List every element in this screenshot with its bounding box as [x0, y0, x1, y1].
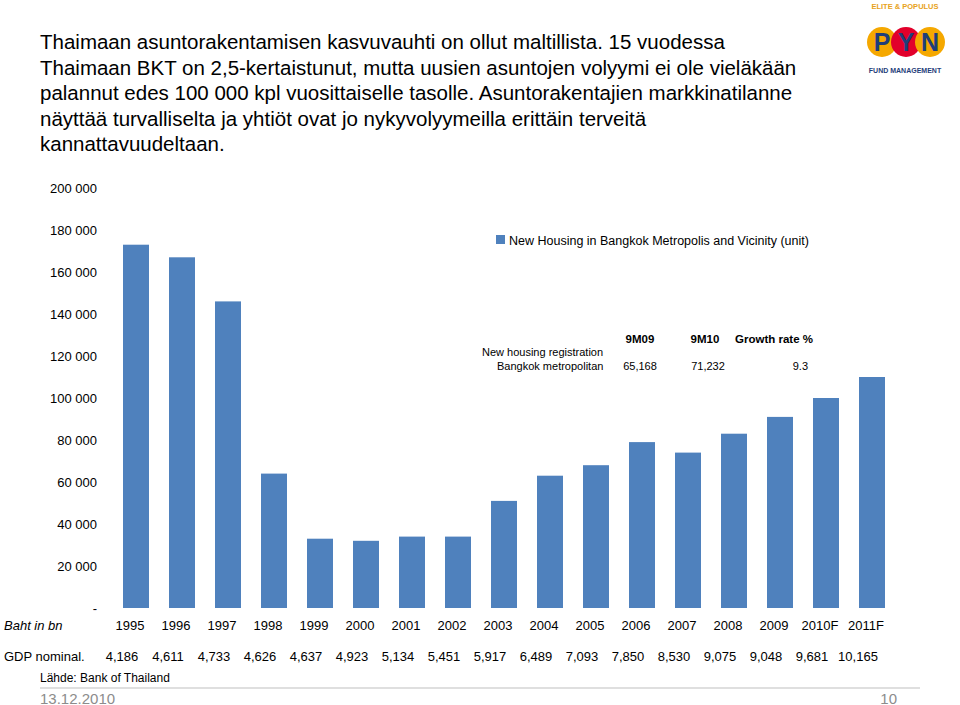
x-tick-label: 2000	[346, 618, 375, 633]
logo-top: ELITE & POPULUS	[871, 2, 938, 11]
footer-rule	[40, 688, 920, 689]
x-tick-label: 2006	[622, 618, 651, 633]
logo-letter: Y	[898, 28, 915, 56]
legend-swatch	[496, 235, 505, 244]
y-tick-label: 80 000	[57, 433, 97, 448]
x-tick-label: 2003	[484, 618, 513, 633]
gdp-value: 4,611	[152, 649, 184, 664]
gdp-value: 9,048	[750, 649, 783, 664]
inset-value: 9.3	[793, 360, 808, 372]
bar	[399, 537, 425, 608]
gdp-value: 4,186	[106, 649, 139, 664]
gdp-value: 10,165	[838, 649, 878, 664]
x-tick-label: 1998	[254, 618, 283, 633]
logo-bottom: FUND MANAGEMENT	[869, 67, 942, 74]
bar	[721, 434, 747, 608]
bar	[859, 377, 885, 608]
gdp-label: GDP nominal.	[4, 649, 85, 664]
inset-header: 9M10	[691, 333, 720, 345]
gdp-unit: Baht in bn	[4, 618, 63, 633]
logo-letter: P	[874, 28, 891, 56]
x-tick-label: 2011F	[848, 618, 884, 633]
bar	[261, 474, 287, 608]
header-line: palannut edes 100 000 kpl vuosittaiselle…	[40, 81, 792, 104]
bar	[813, 398, 839, 608]
y-tick-label: 120 000	[50, 349, 97, 364]
x-tick-label: 2007	[668, 618, 697, 633]
source: Lähde: Bank of Thailand	[40, 671, 170, 685]
bar	[583, 465, 609, 608]
inset-header: 9M09	[626, 333, 655, 345]
gdp-value: 8,530	[658, 649, 691, 664]
gdp-value: 4,637	[290, 649, 323, 664]
footer-date: 13.12.2010	[40, 690, 115, 705]
bar	[307, 539, 333, 608]
y-tick-label: -	[93, 601, 97, 616]
x-tick-label: 2009	[760, 618, 789, 633]
bar	[123, 245, 149, 608]
y-tick-label: 60 000	[57, 475, 97, 490]
gdp-value: 7,850	[612, 649, 645, 664]
bars	[123, 245, 885, 608]
gdp-value: 5,917	[474, 649, 507, 664]
header-line: näyttää turvalliselta ja yhtiöt ovat jo …	[40, 107, 647, 130]
page-number: 10	[880, 690, 897, 705]
y-tick-label: 140 000	[50, 307, 97, 322]
gdp-value: 9,075	[704, 649, 737, 664]
gdp-value: 4,733	[198, 649, 231, 664]
gdp-value: 6,489	[520, 649, 553, 664]
x-tick-label: 1996	[162, 618, 191, 633]
slide: Thaimaan asuntorakentamisen kasvuvauhti …	[0, 0, 960, 705]
y-tick-label: 40 000	[57, 517, 97, 532]
logo-circle	[915, 27, 945, 57]
y-tick-label: 200 000	[50, 181, 97, 196]
y-tick-label: 180 000	[50, 223, 97, 238]
legend-label: New Housing in Bangkok Metropolis and Vi…	[509, 234, 809, 248]
x-tick-label: 1999	[300, 618, 329, 633]
gdp-value: 5,451	[428, 649, 461, 664]
bar	[353, 541, 379, 608]
header-line: kannattavuudeltaan.	[40, 132, 225, 155]
inset-value: 65,168	[623, 360, 657, 372]
x-tick-label: 1997	[208, 618, 237, 633]
bar	[169, 257, 195, 608]
gdp-value: 9,681	[796, 649, 829, 664]
inset-value: 71,232	[691, 360, 725, 372]
x-tick-label: 1995	[116, 618, 145, 633]
x-tick-label: 2005	[576, 618, 605, 633]
gdp-value: 4,626	[244, 649, 277, 664]
gdp-value: 4,923	[336, 649, 369, 664]
logo-letter: N	[921, 28, 939, 56]
y-tick-label: 100 000	[50, 391, 97, 406]
bar	[445, 537, 471, 608]
y-tick-label: 20 000	[57, 559, 97, 574]
gdp-value: 7,093	[566, 649, 599, 664]
inset-header: Growth rate %	[735, 333, 813, 345]
x-tick-label: 2002	[438, 618, 467, 633]
bar	[629, 442, 655, 608]
bar	[767, 417, 793, 608]
x-tick-label: 2001	[392, 618, 421, 633]
bar	[491, 501, 517, 608]
bar	[675, 453, 701, 608]
bar	[215, 301, 241, 608]
inset-row-label: New housing registration	[482, 346, 603, 358]
x-tick-label: 2004	[530, 618, 559, 633]
y-tick-label: 160 000	[50, 265, 97, 280]
x-tick-label: 2008	[714, 618, 743, 633]
header-line: Thaimaan BKT on 2,5-kertaistunut, mutta …	[40, 56, 796, 79]
header-line: Thaimaan asuntorakentamisen kasvuvauhti …	[40, 30, 725, 53]
gdp-value: 5,134	[382, 649, 415, 664]
x-tick-label: 2010F	[802, 618, 839, 633]
inset-row-label: Bangkok metropolitan	[497, 360, 603, 372]
bar	[537, 476, 563, 608]
